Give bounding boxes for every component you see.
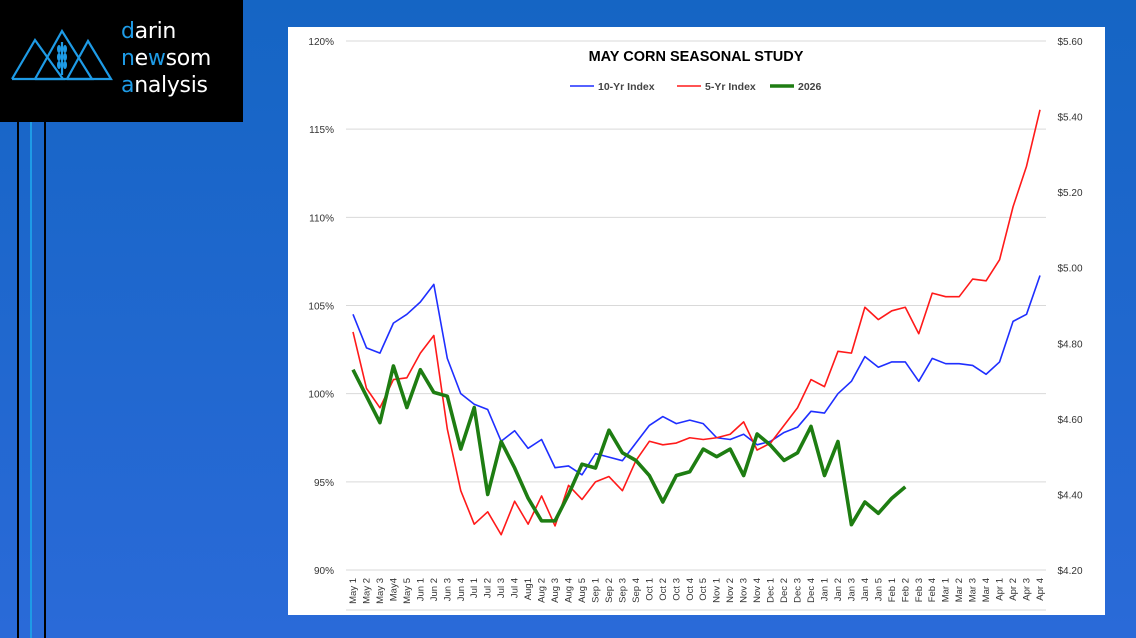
x-tick-label: Aug 4 xyxy=(564,578,575,603)
x-tick-label: Oct 5 xyxy=(698,578,709,601)
x-tick-label: Aug1 xyxy=(523,578,534,600)
decor-line xyxy=(44,122,46,638)
right-tick-label: $4.80 xyxy=(1057,339,1082,350)
series-line-5-yr-index xyxy=(352,109,1041,536)
x-tick-label: Jul 3 xyxy=(496,578,507,598)
x-tick-label: Oct 4 xyxy=(685,578,696,601)
x-tick-label: Dec 4 xyxy=(806,578,817,603)
left-tick-label: 90% xyxy=(314,566,334,577)
x-tick-label: Apr 1 xyxy=(995,578,1006,601)
right-tick-label: $5.20 xyxy=(1057,188,1082,199)
x-tick-label: Jul 4 xyxy=(510,578,521,598)
x-tick-label: Dec 3 xyxy=(793,578,804,603)
x-tick-label: Jun 3 xyxy=(442,578,453,601)
chart-title: MAY CORN SEASONAL STUDY xyxy=(589,49,804,65)
x-tick-label: Jan 5 xyxy=(873,578,884,601)
x-tick-label: Jul 2 xyxy=(483,578,494,598)
right-tick-label: $4.60 xyxy=(1057,415,1082,426)
x-tick-label: Oct 1 xyxy=(644,578,655,601)
decor-line xyxy=(30,122,32,638)
decor-line xyxy=(17,122,19,638)
x-tick-label: Oct 2 xyxy=(658,578,669,601)
x-tick-label: Aug 3 xyxy=(550,578,561,603)
x-tick-label: Sep 3 xyxy=(617,578,628,603)
x-tick-label: Jan 3 xyxy=(846,578,857,601)
x-tick-label: Apr 2 xyxy=(1008,578,1019,601)
x-tick-label: Feb 3 xyxy=(914,578,925,602)
x-tick-label: Sep 2 xyxy=(604,578,615,603)
series-line-2026 xyxy=(351,364,907,527)
right-tick-label: $5.00 xyxy=(1057,264,1082,275)
right-tick-label: $5.40 xyxy=(1057,113,1082,124)
x-tick-label: Feb 1 xyxy=(887,578,898,602)
x-tick-label: Sep 4 xyxy=(631,578,642,603)
chart-panel: MAY CORN SEASONAL STUDY 10-Yr Index 5-Yr … xyxy=(288,27,1105,615)
logo-text-darin: darin xyxy=(121,19,177,44)
x-tick-label: May4 xyxy=(388,578,399,601)
left-tick-label: 95% xyxy=(314,478,334,489)
x-tick-label: Apr 3 xyxy=(1022,578,1033,601)
x-tick-label: Sep 1 xyxy=(590,578,601,603)
x-tick-label: May 2 xyxy=(361,578,372,604)
x-tick-label: May 1 xyxy=(348,578,359,604)
x-tick-label: Nov 1 xyxy=(712,578,723,603)
logo-text-newsom: newsom xyxy=(121,46,212,71)
left-tick-label: 110% xyxy=(309,213,334,224)
x-tick-label: Dec 2 xyxy=(779,578,790,603)
x-tick-label: Jan 4 xyxy=(860,578,871,601)
series-line-10-yr-index xyxy=(352,275,1041,476)
x-tick-label: May 5 xyxy=(402,578,413,604)
logo-text-analysis: analysis xyxy=(121,73,208,98)
x-tick-label: Mar 4 xyxy=(981,578,992,602)
x-tick-label: Nov 3 xyxy=(739,578,750,603)
right-tick-label: $4.40 xyxy=(1057,490,1082,501)
x-tick-label: Oct 3 xyxy=(671,578,682,601)
x-tick-label: Dec 1 xyxy=(766,578,777,603)
x-tick-label: Jun 1 xyxy=(415,578,426,601)
x-tick-label: Mar 2 xyxy=(954,578,965,602)
legend-label: 5-Yr Index xyxy=(705,81,756,93)
left-tick-label: 120% xyxy=(308,37,334,48)
left-tick-label: 115% xyxy=(309,125,334,136)
right-tick-label: $5.60 xyxy=(1057,37,1082,48)
x-tick-label: Jan 2 xyxy=(833,578,844,601)
left-tick-label: 100% xyxy=(308,390,334,401)
x-tick-label: Jan 1 xyxy=(819,578,830,601)
x-tick-label: Jun 2 xyxy=(429,578,440,601)
legend: 10-Yr Index 5-Yr Index 2026 xyxy=(570,81,822,93)
x-tick-label: Feb 4 xyxy=(927,578,938,602)
x-tick-label: Apr 4 xyxy=(1035,578,1046,601)
x-tick-label: Nov 4 xyxy=(752,578,763,603)
x-tick-label: Jun 4 xyxy=(456,578,467,601)
x-tick-label: Feb 2 xyxy=(900,578,911,602)
right-tick-label: $4.20 xyxy=(1057,566,1082,577)
legend-label: 2026 xyxy=(798,81,822,93)
x-tick-label: May 3 xyxy=(375,578,386,604)
x-tick-label: Aug 5 xyxy=(577,578,588,603)
chart: MAY CORN SEASONAL STUDY 10-Yr Index 5-Yr … xyxy=(308,37,1083,611)
logo: darin newsom analysis xyxy=(0,0,243,122)
wheat-mountains-icon xyxy=(11,28,113,81)
x-tick-label: Mar 1 xyxy=(941,578,952,602)
x-tick-label: Aug 2 xyxy=(537,578,548,603)
x-tick-label: Nov 2 xyxy=(725,578,736,603)
left-tick-label: 105% xyxy=(308,302,334,313)
legend-label: 10-Yr Index xyxy=(598,81,655,93)
x-tick-label: Jul 1 xyxy=(469,578,480,598)
x-tick-label: Mar 3 xyxy=(968,578,979,602)
